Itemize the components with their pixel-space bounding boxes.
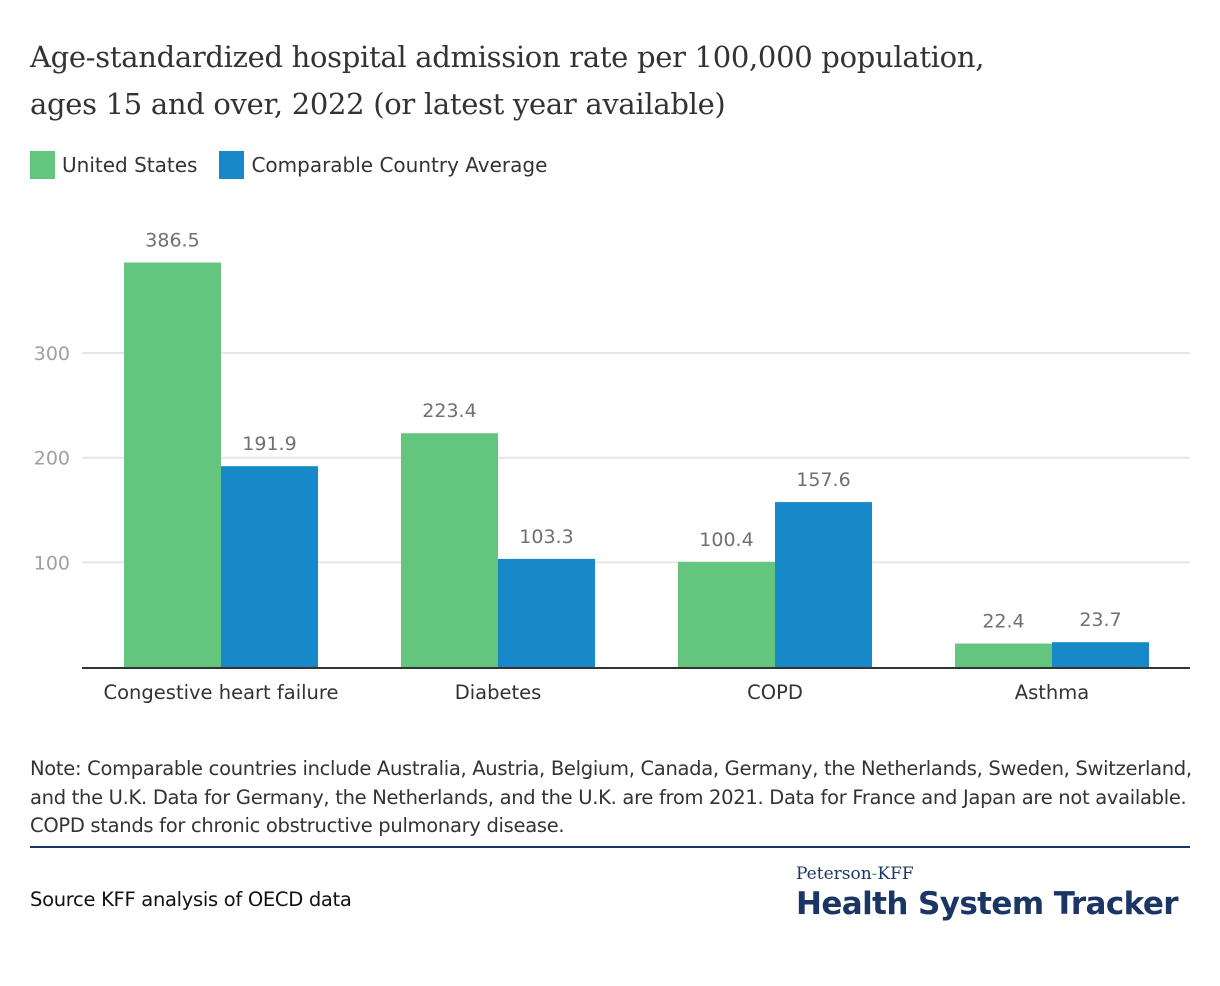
- bar-value-label: 22.4: [982, 611, 1024, 633]
- legend-label-united-states: United States: [62, 153, 198, 177]
- x-tick-label: Asthma: [1015, 681, 1089, 704]
- y-tick-label: 200: [34, 448, 70, 470]
- bar-chart: 100 200 300 386.5 191.9 Congestive heart fail…: [34, 230, 1190, 704]
- bar: [221, 466, 318, 667]
- brand-subtitle-left: Peterson: [796, 864, 872, 884]
- x-tick-label: Diabetes: [455, 681, 542, 704]
- legend-item-comparable-country-average[interactable]: Comparable Country Average: [219, 151, 547, 179]
- bar-value-label: 100.4: [699, 529, 753, 551]
- y-tick-label: 300: [34, 343, 70, 365]
- bar: [775, 502, 872, 667]
- chart-title-line-1: Age-standardized hospital admission rate…: [30, 40, 985, 74]
- bar-value-label: 23.7: [1079, 609, 1121, 631]
- bar: [955, 643, 1052, 667]
- legend-swatch-united-states: [30, 151, 55, 179]
- chart-title-line-2: ages 15 and over, 2022 (or latest year a…: [30, 87, 726, 121]
- legend-swatch-comparable-country-average: [219, 151, 245, 179]
- chart-title: Age-standardized hospital admission rate…: [30, 34, 1200, 128]
- brand-subtitle-hyphen: -: [871, 864, 878, 884]
- legend-item-united-states[interactable]: United States: [30, 151, 197, 179]
- bar-value-label: 223.4: [422, 400, 476, 422]
- legend-label-comparable-country-average: Comparable Country Average: [251, 153, 548, 177]
- chart-note: Note: Comparable countries include Austr…: [30, 757, 1192, 837]
- brand-subtitle: Peterson-KFF: [796, 864, 1178, 884]
- bar: [124, 262, 221, 667]
- x-tick-label: Congestive heart failure: [104, 681, 339, 704]
- brand-title: Health System Tracker: [796, 886, 1179, 922]
- footer-divider: [30, 846, 1190, 848]
- bar-value-label: 191.9: [242, 433, 296, 455]
- brand-subtitle-right: KFF: [877, 864, 914, 884]
- bar-value-label: 103.3: [519, 526, 573, 548]
- x-tick-label: COPD: [747, 681, 803, 704]
- brand-logo: Peterson-KFF Health System Tracker: [796, 864, 1179, 924]
- y-tick-label: 100: [34, 552, 70, 574]
- bar: [498, 558, 595, 667]
- bar: [678, 561, 775, 667]
- bar: [401, 433, 498, 667]
- source-text: Source KFF analysis of OECD data: [30, 888, 352, 911]
- bar-value-label: 386.5: [145, 230, 199, 252]
- bar-value-label: 157.6: [796, 469, 850, 491]
- legend: United States Comparable Country Average: [30, 151, 569, 179]
- bar: [1052, 642, 1149, 667]
